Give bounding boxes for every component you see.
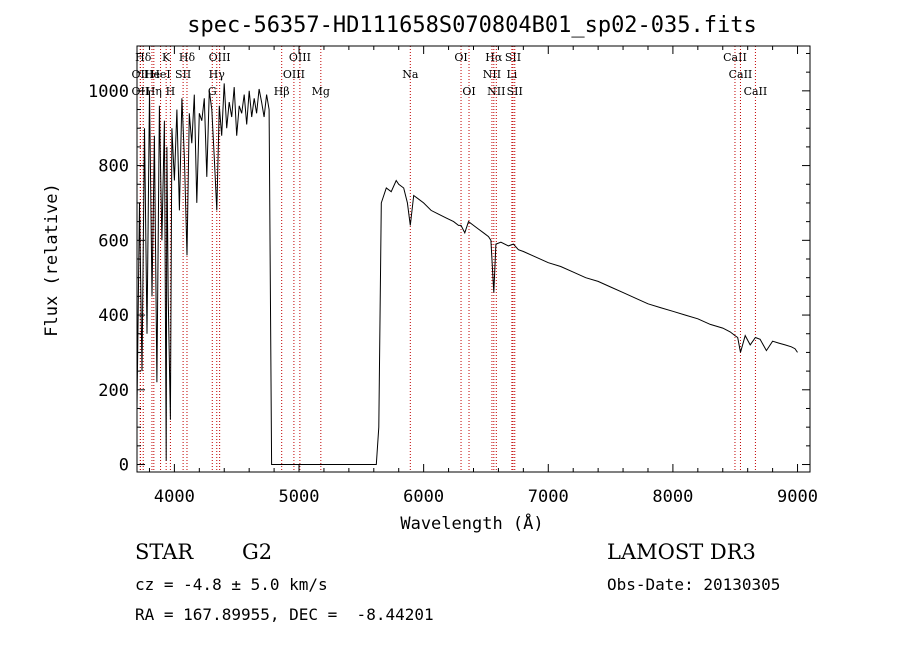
spectral-subclass: G2 — [242, 540, 273, 564]
line-label-26: NII — [487, 85, 505, 98]
line-label-11: HeI — [150, 68, 170, 81]
line-label-14: OIII — [283, 68, 305, 81]
line-label-28: CaII — [744, 85, 768, 98]
line-label-12: SII — [175, 68, 191, 81]
line-label-27: SII — [507, 85, 523, 98]
line-label-3: OIII — [209, 51, 231, 64]
line-label-21: H — [166, 85, 176, 98]
y-axis-label: Flux (relative) — [42, 183, 62, 337]
line-label-8: CaII — [723, 51, 747, 64]
x-tick-label-5: 9000 — [777, 487, 818, 507]
line-label-9: OII — [132, 68, 150, 81]
y-tick-label-4: 800 — [98, 157, 129, 177]
y-tick-label-1: 200 — [98, 381, 129, 401]
plot-frame — [136, 45, 811, 473]
line-label-25: OI — [462, 85, 475, 98]
line-label-10: He — [144, 68, 160, 81]
x-tick-label-2: 6000 — [403, 487, 444, 507]
line-label-19: OII — [132, 85, 150, 98]
line-label-7: SII — [505, 51, 521, 64]
y-tick-label-2: 400 — [98, 306, 129, 326]
x-tick-label-0: 4000 — [154, 487, 195, 507]
line-label-13: Hγ — [209, 68, 226, 81]
line-label-23: Hβ — [274, 85, 290, 98]
x-axis-ticks: 4000 5000 6000 7000 8000 9000 — [148, 46, 818, 507]
line-label-24: Mg — [312, 85, 330, 98]
line-label-18: CaII — [729, 68, 753, 81]
line-label-6: Hα — [485, 51, 503, 64]
y-tick-label-3: 600 — [98, 231, 129, 251]
line-label-22: G — [208, 85, 217, 98]
y-axis-ticks: 0 200 400 600 800 1000 — [88, 52, 810, 476]
y-tick-label-5: 1000 — [88, 82, 129, 102]
line-label-1: K — [162, 51, 171, 64]
redshift-cz: cz = -4.8 ± 5.0 km/s — [135, 575, 328, 594]
line-label-4: OIII — [289, 51, 311, 64]
line-label-0: Hδ — [135, 51, 152, 64]
line-label-16: NII — [483, 68, 501, 81]
survey-name: LAMOST DR3 — [607, 540, 756, 564]
spectrum-line — [136, 83, 798, 465]
y-tick-label-0: 0 — [119, 456, 129, 476]
line-label-2: Hδ — [179, 51, 196, 64]
coordinates: RA = 167.89955, DEC = -8.44201 — [135, 605, 434, 624]
line-label-17: Li — [506, 68, 517, 81]
line-label-15: Na — [402, 68, 419, 81]
x-tick-label-1: 5000 — [279, 487, 320, 507]
line-label-20: Hη — [146, 85, 162, 98]
chart-title: spec-56357-HD111658S070804B01_sp02-035.f… — [187, 13, 757, 38]
x-tick-label-3: 7000 — [528, 487, 569, 507]
observation-date: Obs-Date: 20130305 — [607, 575, 781, 594]
x-axis-label: Wavelength (Å) — [400, 512, 543, 534]
object-class: STAR — [135, 540, 194, 564]
x-tick-label-4: 8000 — [652, 487, 693, 507]
line-label-5: OI — [454, 51, 467, 64]
